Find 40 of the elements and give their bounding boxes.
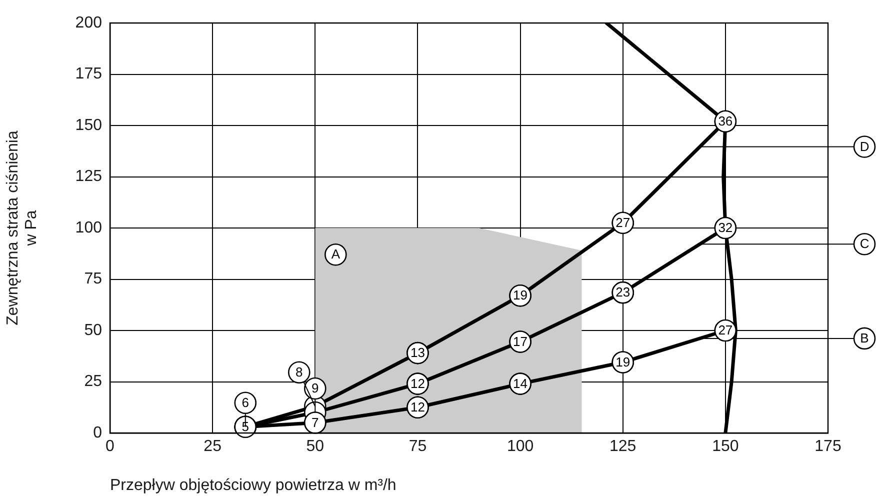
annotation: 13 bbox=[410, 345, 425, 360]
annotation: 27 bbox=[718, 322, 733, 338]
x-tick-label: 100 bbox=[506, 438, 534, 456]
y-tick-label: 50 bbox=[84, 322, 102, 339]
annotation: 23 bbox=[616, 284, 630, 300]
annotation: 6 bbox=[242, 394, 250, 410]
annotation: 8 bbox=[296, 364, 303, 380]
x-tick-label: 175 bbox=[814, 438, 842, 456]
annotation: A bbox=[331, 246, 340, 262]
annotation: 19 bbox=[616, 354, 630, 370]
annotation: 36 bbox=[718, 113, 733, 128]
y-tick-label: 25 bbox=[84, 373, 102, 390]
annotation: 17 bbox=[513, 334, 528, 349]
y-tick-label: 150 bbox=[75, 116, 102, 134]
y-tick-label: 0 bbox=[93, 424, 102, 442]
y-tick-label: 100 bbox=[75, 219, 102, 236]
x-tick-label: 25 bbox=[204, 438, 222, 456]
annotation: 32 bbox=[718, 220, 733, 236]
text: B bbox=[860, 330, 869, 346]
y-tick-label: 200 bbox=[75, 14, 102, 32]
y-tick-label: 175 bbox=[75, 66, 102, 83]
annotation: 27 bbox=[616, 214, 630, 230]
annotation: 9 bbox=[312, 380, 319, 396]
annotation: 12 bbox=[410, 399, 425, 414]
x-tick-label: 150 bbox=[712, 438, 739, 456]
x-axis-title: Przepływ objętościowy powietrza w m³/h bbox=[110, 476, 396, 494]
annotation: 14 bbox=[513, 376, 528, 391]
annotation: 5 bbox=[242, 418, 250, 434]
text: C bbox=[860, 236, 870, 252]
y-tick-label: 125 bbox=[75, 168, 102, 186]
x-tick-label: 50 bbox=[306, 438, 324, 456]
y-tick-label: 75 bbox=[84, 270, 102, 288]
text: D bbox=[860, 138, 870, 154]
x-tick-label: 75 bbox=[408, 438, 427, 456]
annotation: 19 bbox=[513, 288, 528, 303]
annotation: 7 bbox=[312, 414, 319, 430]
x-tick-label: 125 bbox=[610, 438, 636, 456]
annotation: 12 bbox=[410, 376, 425, 391]
y-axis-title: Zewnętrzna strata ciśnienia w Pa bbox=[4, 130, 40, 326]
x-tick-label: 0 bbox=[106, 438, 115, 456]
